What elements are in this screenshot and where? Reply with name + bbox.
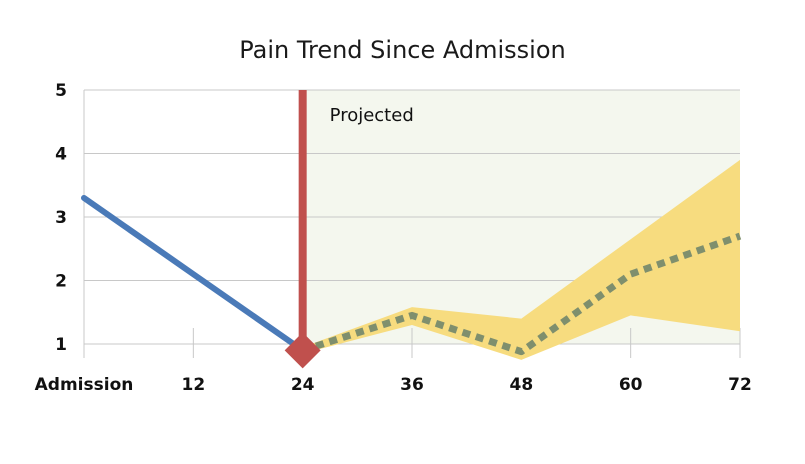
y-tick-label-5: 5 [55,81,67,101]
x-tick-label-60: 60 [619,375,643,395]
chart-title: Pain Trend Since Admission [0,36,805,64]
x-tick-label-72: 72 [728,375,752,395]
x-tick-label-48: 48 [509,375,533,395]
x-tick-label-0: Admission [35,375,134,395]
y-tick-label-1: 1 [55,335,67,355]
projected-label: Projected [330,105,414,126]
y-tick-label-3: 3 [55,208,67,228]
y-tick-label-2: 2 [55,272,67,292]
x-tick-label-24: 24 [291,375,315,395]
x-tick-label-36: 36 [400,375,424,395]
x-tick-label-12: 12 [181,375,205,395]
y-tick-label-4: 4 [55,145,67,165]
